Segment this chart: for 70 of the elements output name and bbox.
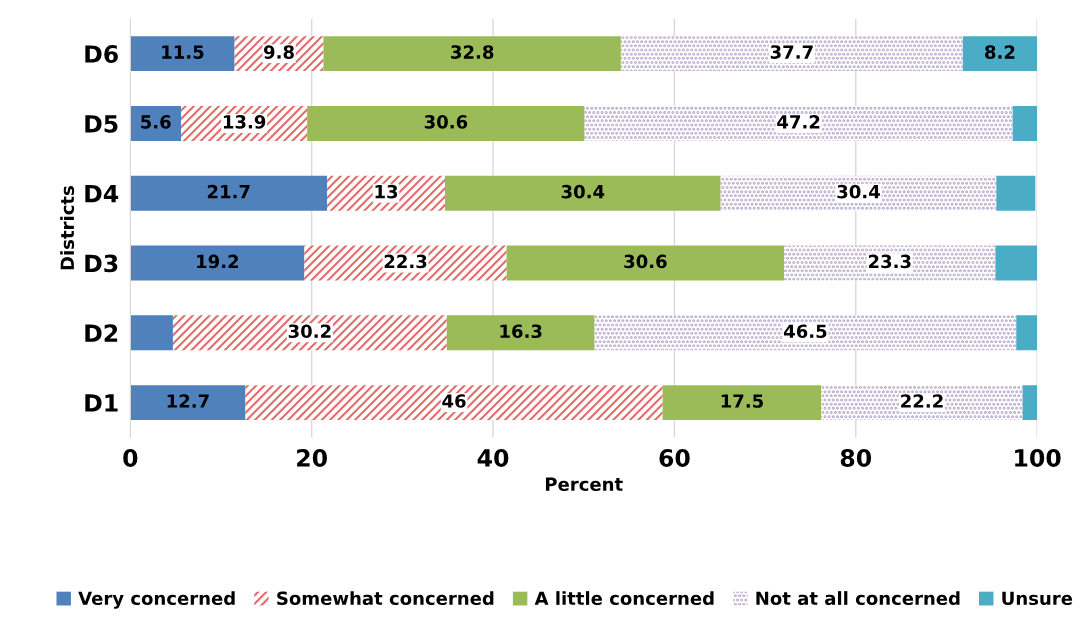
data-label: 30.2 [288, 324, 331, 339]
legend-label: Not at all concerned [756, 591, 960, 606]
data-label: 46 [442, 394, 466, 408]
data-label: 37.7 [770, 45, 813, 59]
data-label: 17.5 [721, 394, 763, 408]
data-label: 22.2 [901, 394, 943, 408]
bar [506, 245, 785, 281]
x-tick-label: 80 [840, 449, 872, 467]
x-tick-label: 60 [659, 449, 690, 467]
bar [444, 175, 721, 211]
bar [130, 36, 235, 72]
bar [172, 315, 447, 351]
data-label: 46.5 [783, 324, 827, 339]
bar [304, 245, 507, 281]
bar [784, 245, 996, 281]
data-label: 30.4 [837, 184, 880, 199]
bar [307, 105, 585, 141]
data-label: 13 [375, 184, 398, 199]
bar [584, 105, 1013, 141]
bar [821, 385, 1023, 421]
bar [130, 385, 246, 421]
data-label: 32.8 [451, 45, 494, 59]
data-label: 11.5 [162, 45, 204, 59]
data-label: 47.2 [777, 115, 820, 129]
legend-label: Very concerned [78, 591, 235, 609]
data-label: 16.3 [500, 324, 542, 339]
x-tick-label: 40 [477, 449, 509, 467]
y-tick-label: D1 [85, 394, 118, 412]
data-label: 22.3 [384, 254, 427, 269]
data-label: 30.6 [424, 115, 468, 129]
data-label: 21.7 [207, 184, 250, 199]
bar [594, 315, 1017, 351]
bar [1012, 105, 1038, 141]
bar [245, 385, 663, 421]
y-tick-label: D4 [85, 184, 119, 203]
y-tick-label: D2 [85, 324, 118, 342]
x-axis-title: Percent [545, 477, 623, 491]
x-tick-label: 20 [297, 449, 327, 467]
bar [1016, 315, 1038, 351]
bar [327, 175, 445, 211]
bar [996, 175, 1036, 211]
data-label: 13.9 [223, 115, 266, 129]
data-label: 19.2 [197, 254, 239, 269]
legend-label: Unsure [1002, 591, 1073, 606]
x-tick-label: 0 [123, 449, 138, 467]
bar [130, 245, 305, 281]
bar [720, 175, 997, 211]
bar [446, 315, 595, 351]
data-label: 12.7 [167, 394, 209, 408]
y-axis-title: Districts [60, 186, 75, 270]
legend-label: Somewhat concerned [277, 591, 494, 606]
y-tick-label: D6 [85, 45, 118, 63]
y-tick-label: D3 [85, 254, 118, 273]
bar [130, 315, 173, 351]
bar [130, 175, 328, 211]
data-label: 9.8 [263, 45, 294, 59]
bar [323, 36, 621, 72]
bar [962, 36, 1038, 72]
data-label: 30.6 [624, 254, 667, 269]
legend-label: A little concerned [534, 591, 714, 606]
bar [1022, 385, 1038, 421]
data-label: 8.2 [985, 45, 1015, 59]
data-label: 30.4 [561, 184, 605, 199]
bar [995, 245, 1038, 281]
data-label: 23.3 [868, 254, 911, 269]
bar [662, 385, 822, 421]
bar [620, 36, 963, 72]
x-tick-label: 100 [1015, 449, 1061, 467]
data-label: 5.6 [141, 115, 171, 129]
y-tick-label: D5 [85, 115, 118, 133]
